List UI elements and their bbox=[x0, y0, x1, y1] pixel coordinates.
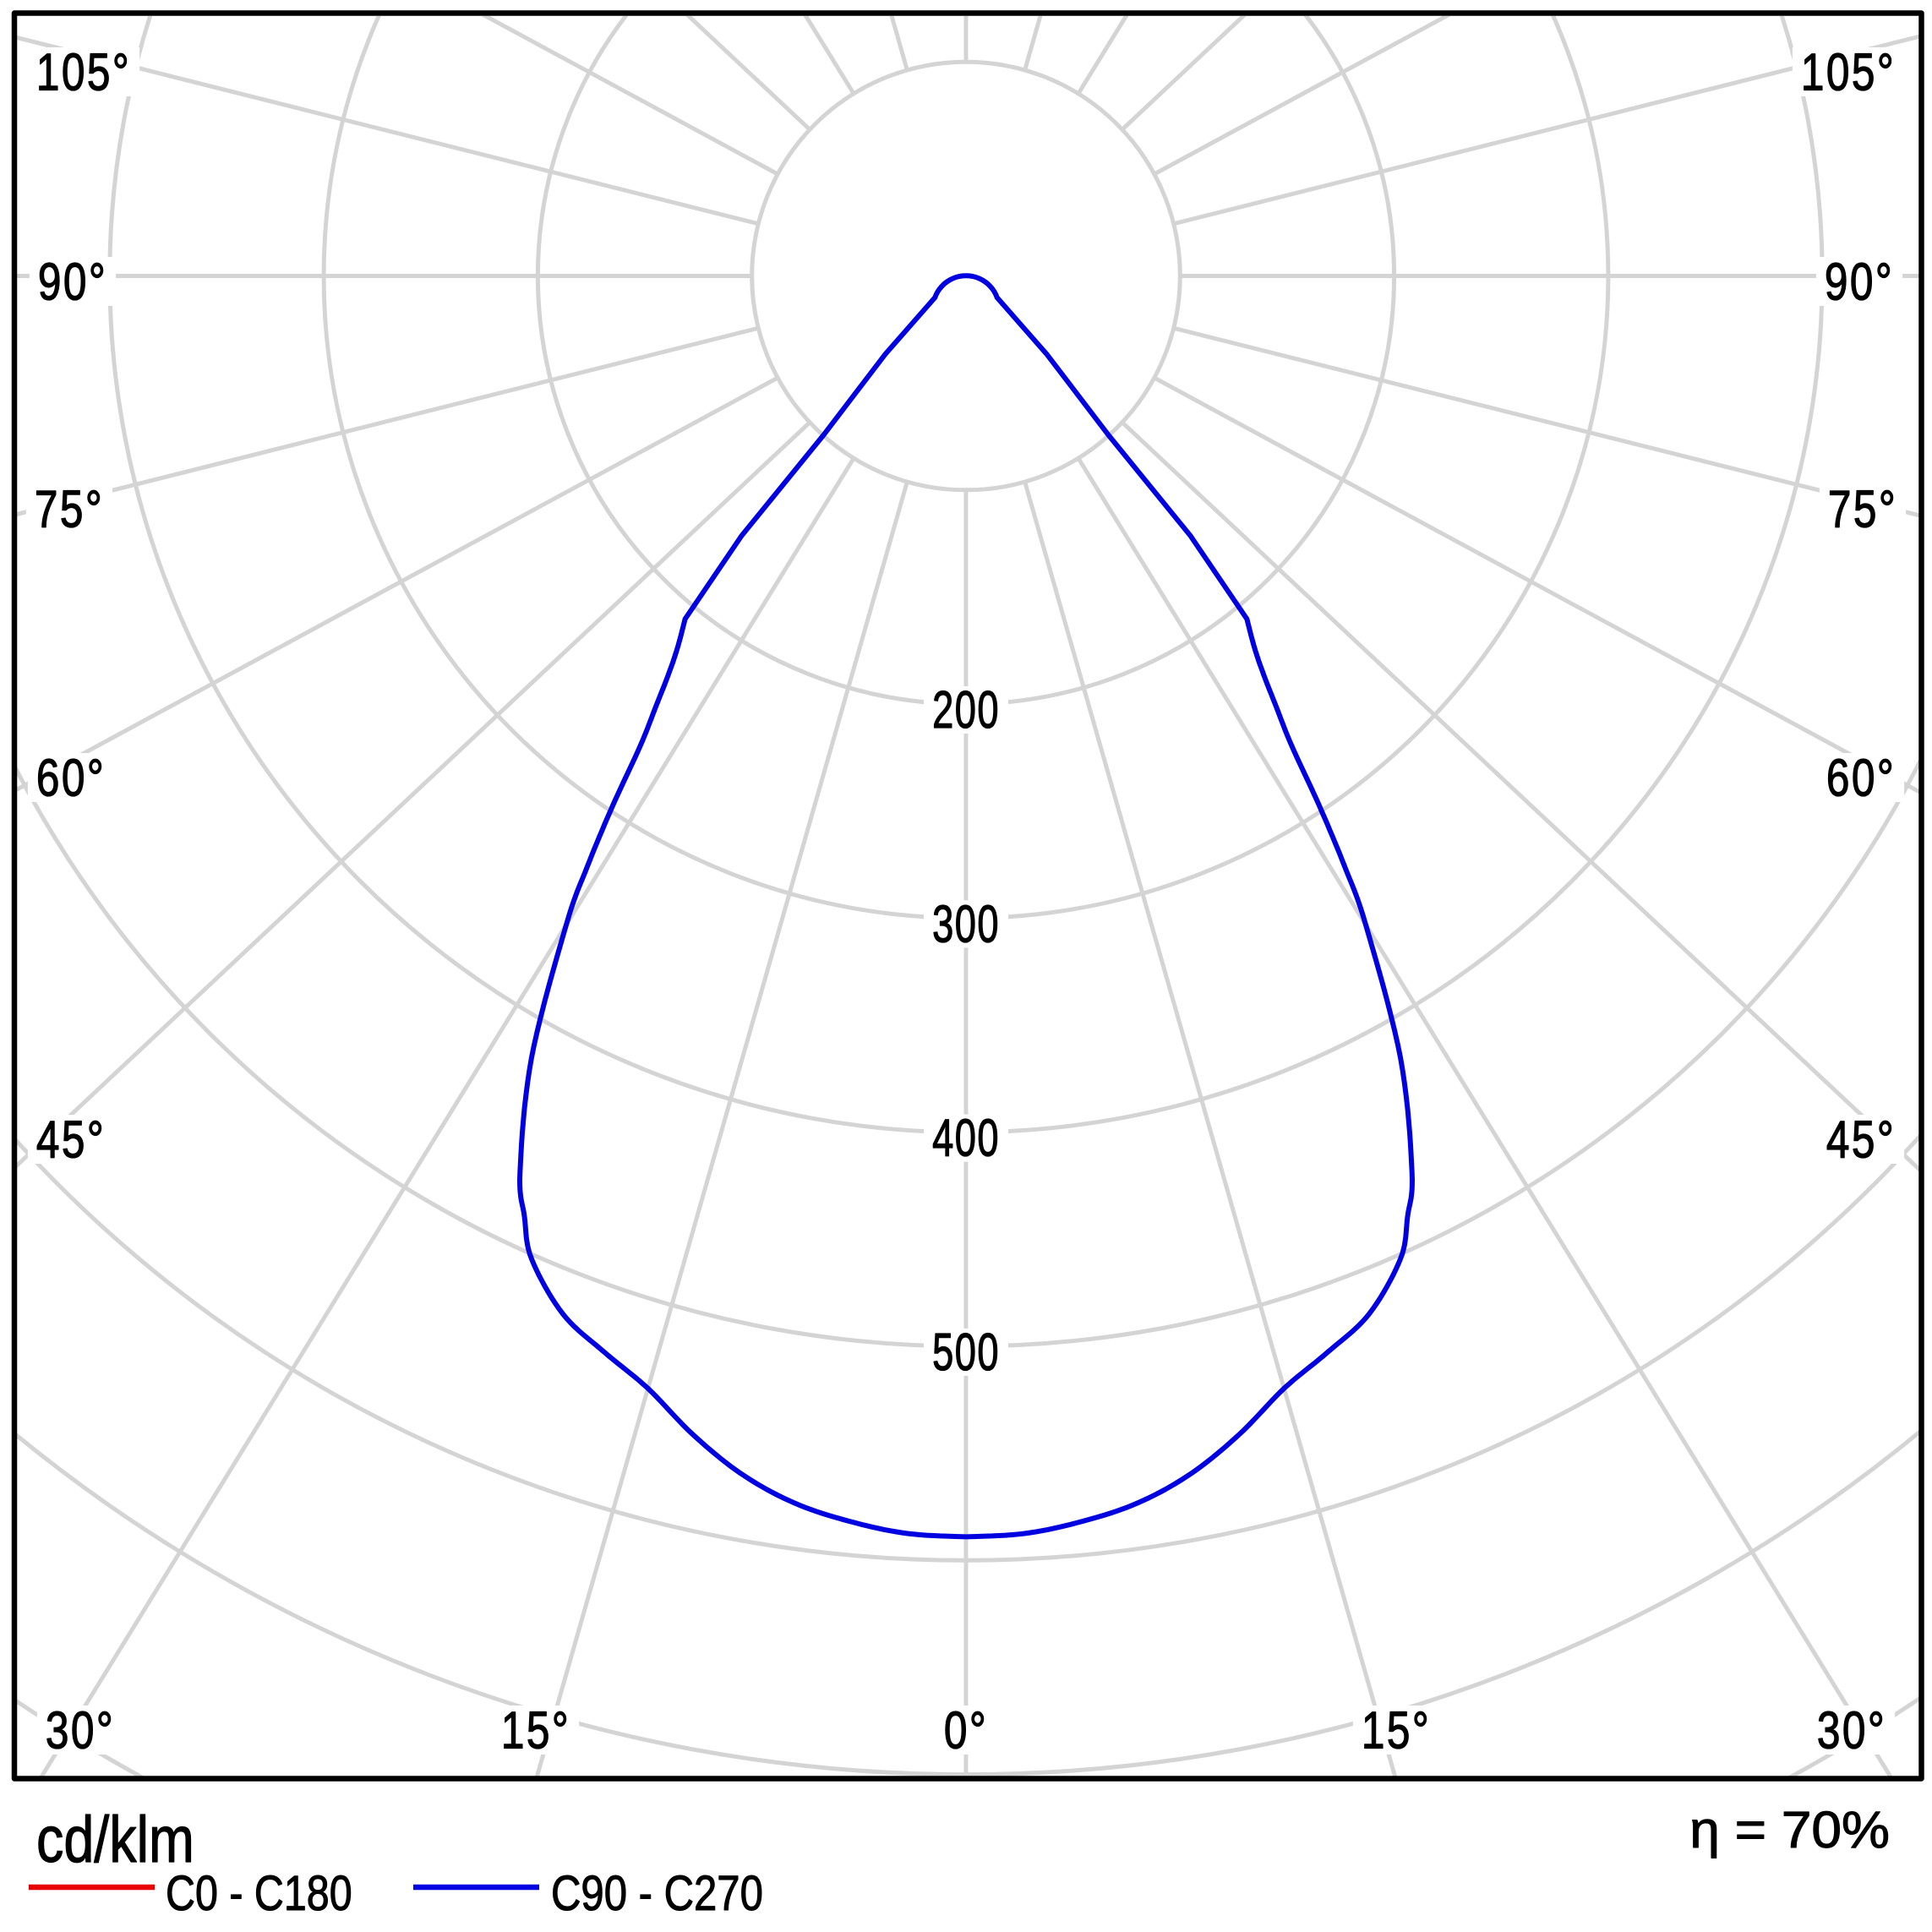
svg-text:60°: 60° bbox=[36, 748, 106, 807]
svg-text:75°: 75° bbox=[1828, 479, 1897, 538]
svg-text:45°: 45° bbox=[36, 1110, 106, 1169]
svg-text:30°: 30° bbox=[1817, 1700, 1886, 1760]
svg-text:200: 200 bbox=[932, 680, 1000, 740]
svg-text:45°: 45° bbox=[1826, 1110, 1896, 1169]
svg-text:30°: 30° bbox=[46, 1700, 115, 1760]
svg-text:C0 - C180: C0 - C180 bbox=[166, 1867, 352, 1921]
svg-text:η = 70%: η = 70% bbox=[1689, 1801, 1890, 1858]
svg-text:500: 500 bbox=[932, 1323, 1000, 1382]
svg-text:90°: 90° bbox=[38, 252, 107, 311]
svg-text:105°: 105° bbox=[36, 42, 131, 101]
svg-text:60°: 60° bbox=[1826, 748, 1896, 807]
svg-text:400: 400 bbox=[932, 1109, 1000, 1168]
svg-text:15°: 15° bbox=[1362, 1700, 1431, 1760]
svg-text:300: 300 bbox=[932, 894, 1000, 953]
svg-text:75°: 75° bbox=[35, 479, 104, 538]
svg-text:0°: 0° bbox=[944, 1700, 988, 1760]
svg-text:cd/klm: cd/klm bbox=[36, 1804, 194, 1877]
svg-text:105°: 105° bbox=[1801, 42, 1896, 101]
svg-text:C90 - C270: C90 - C270 bbox=[551, 1866, 763, 1921]
svg-text:15°: 15° bbox=[501, 1700, 570, 1760]
svg-text:90°: 90° bbox=[1825, 252, 1894, 311]
